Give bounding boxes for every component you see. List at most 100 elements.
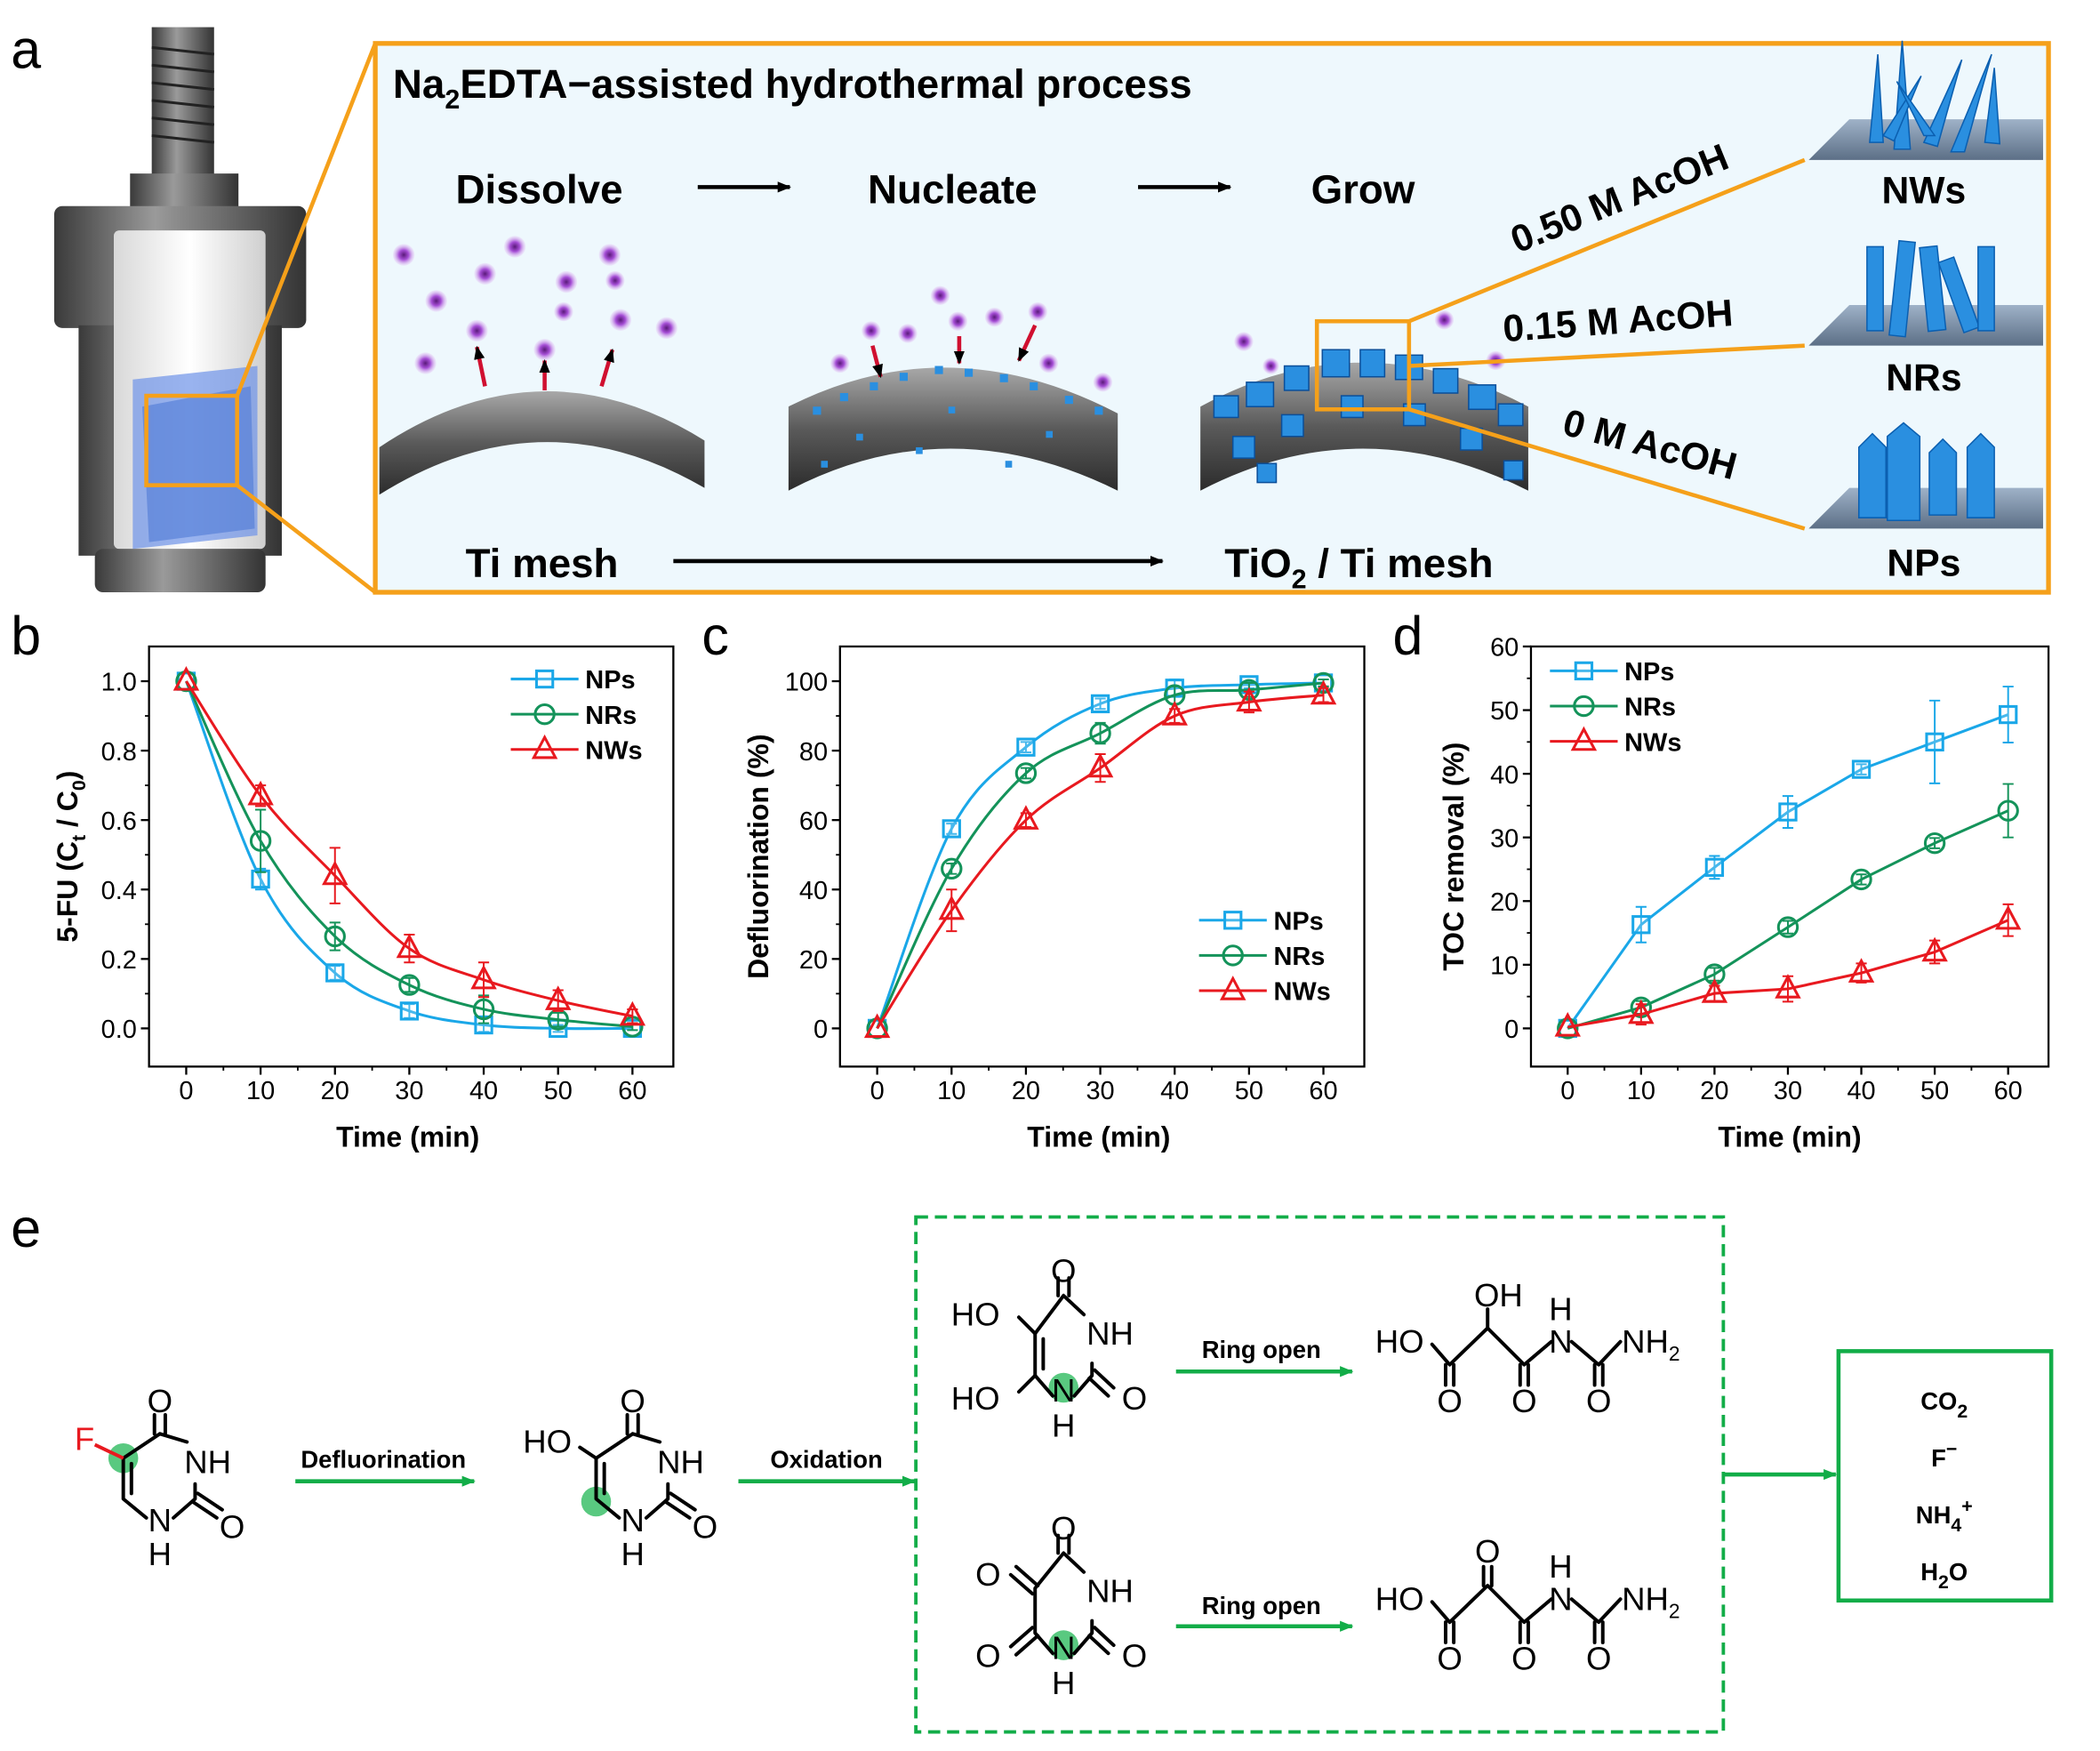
circle-marker bbox=[1014, 762, 1038, 784]
atom-label: H bbox=[1052, 1407, 1075, 1443]
tio2-ti-mesh-label: TiO2 / Ti mesh bbox=[1224, 541, 1493, 594]
atom-label: HO bbox=[951, 1296, 1000, 1332]
error-bar bbox=[552, 1011, 564, 1028]
triangle-marker bbox=[396, 933, 423, 959]
triangle-marker bbox=[1161, 701, 1188, 726]
atom-label: O bbox=[148, 1383, 172, 1419]
atom-label: O bbox=[220, 1509, 244, 1546]
y-axis-label: TOC removal (%) bbox=[1438, 743, 1470, 971]
panel-label-d: d bbox=[1393, 606, 1423, 666]
x-tick-label: 0 bbox=[1560, 1077, 1575, 1105]
atom-label: NH2 bbox=[1622, 1323, 1680, 1365]
series-nws bbox=[863, 679, 1337, 1039]
y-axis-label: 5-FU (Ct / C0) bbox=[52, 771, 90, 943]
chart-b: Time (min) 5-FU (Ct / C0) 0 10 20 30 40 50 60 0… bbox=[52, 645, 675, 1153]
x-tick-label: 40 bbox=[1847, 1077, 1875, 1105]
ti-mesh-nucleate-illustration bbox=[788, 285, 1118, 491]
error-bar bbox=[946, 862, 958, 875]
molecule-5-hydroxyuracil: O NH O N H HO bbox=[523, 1383, 717, 1572]
zoom-region-marker bbox=[144, 393, 239, 487]
atom-label-fluorine: F bbox=[75, 1421, 94, 1458]
x-tick-label: 60 bbox=[1994, 1077, 2023, 1105]
oxidation-label: Oxidation bbox=[770, 1445, 882, 1473]
product-fluoride: F− bbox=[1931, 1439, 1957, 1472]
atom-label: N bbox=[621, 1502, 644, 1538]
square-marker bbox=[1631, 915, 1651, 935]
legend-label: NPs bbox=[585, 666, 635, 695]
panel-label-a: a bbox=[11, 19, 41, 79]
legend-label: NWs bbox=[1273, 978, 1330, 1007]
error-bar bbox=[1782, 795, 1794, 829]
error-bar bbox=[2002, 783, 2014, 839]
autoclave-reactor-illustration bbox=[53, 27, 307, 593]
panel-e: e O NH O N H F Defluorination O bbox=[11, 1198, 2054, 1734]
defluorination-label: Defluorination bbox=[301, 1445, 466, 1473]
error-bar bbox=[1782, 920, 1794, 935]
circle-marker bbox=[1089, 722, 1111, 744]
square-marker bbox=[534, 669, 555, 689]
atom-label: NH bbox=[184, 1444, 231, 1481]
ring-open-label: Ring open bbox=[1202, 1336, 1321, 1363]
y-tick-label: 30 bbox=[1490, 824, 1519, 853]
atom-label: N bbox=[1549, 1580, 1572, 1617]
molecule-ring-opened-2: HO O O O O N H NH2 bbox=[1375, 1533, 1680, 1676]
triangle-marker bbox=[1219, 976, 1246, 1000]
triangle-marker bbox=[1775, 974, 1801, 999]
x-tick-label: 30 bbox=[1774, 1077, 1802, 1105]
legend-label: NWs bbox=[1624, 728, 1681, 757]
triangle-marker bbox=[172, 666, 200, 691]
x-tick-label: 20 bbox=[1012, 1077, 1040, 1105]
legend-label: NRs bbox=[1624, 694, 1676, 722]
y-tick-label: 0.4 bbox=[101, 877, 137, 905]
error-bar bbox=[404, 976, 415, 993]
error-bar bbox=[1929, 837, 1941, 849]
atom-label: H bbox=[1549, 1548, 1572, 1585]
molecule-alloxan: O NH O N H O O bbox=[975, 1510, 1147, 1701]
atom-label: O bbox=[1511, 1383, 1536, 1419]
atom-label: O bbox=[693, 1509, 717, 1546]
x-tick-label: 20 bbox=[1700, 1077, 1728, 1105]
circle-marker bbox=[941, 857, 963, 880]
error-bar bbox=[2002, 686, 2014, 744]
triangle-marker bbox=[470, 964, 497, 990]
triangle-marker bbox=[1086, 752, 1114, 778]
panel-label-c: c bbox=[701, 606, 728, 666]
triangle-marker bbox=[863, 1013, 891, 1039]
y-tick-label: 0.0 bbox=[101, 1016, 137, 1044]
atom-label: O bbox=[620, 1383, 645, 1419]
y-tick-label: 100 bbox=[785, 669, 828, 697]
square-marker bbox=[1925, 732, 1944, 751]
x-tick-label: 30 bbox=[395, 1077, 423, 1105]
product-label-nps: NPs bbox=[1887, 542, 1960, 585]
x-tick-label: 40 bbox=[1160, 1077, 1189, 1105]
series-line bbox=[185, 680, 633, 1028]
series-line bbox=[876, 681, 1324, 1029]
error-bar bbox=[1929, 699, 1941, 784]
nanoparticles-illustration bbox=[1808, 422, 2043, 529]
legend-label: NWs bbox=[585, 736, 642, 765]
y-tick-label: 0 bbox=[814, 1016, 828, 1044]
chart-c: Time (min) Defluorination (%) 0 10 20 30 40 5… bbox=[742, 645, 1366, 1153]
process-box bbox=[373, 41, 2051, 595]
x-tick-label: 20 bbox=[321, 1077, 349, 1105]
zoom-line bbox=[235, 43, 378, 397]
triangle-marker bbox=[322, 860, 349, 886]
x-tick-label: 30 bbox=[1086, 1077, 1114, 1105]
atom-label: O bbox=[1586, 1383, 1611, 1419]
circle-marker bbox=[1923, 831, 1946, 855]
x-axis-label: Time (min) bbox=[1718, 1120, 1861, 1153]
triangle-marker bbox=[1628, 999, 1655, 1024]
error-bar bbox=[1635, 905, 1647, 944]
y-tick-label: 0 bbox=[1504, 1016, 1519, 1044]
nanorods-illustration bbox=[1808, 239, 2043, 346]
y-tick-label: 80 bbox=[799, 738, 828, 767]
atom-label: O bbox=[1511, 1640, 1536, 1676]
circle-marker bbox=[472, 998, 495, 1021]
x-tick-label: 60 bbox=[618, 1077, 646, 1105]
ti-mesh-dissolve-illustration bbox=[379, 236, 705, 495]
legend: NPs NRs NWs bbox=[1198, 907, 1331, 1007]
condition-lines bbox=[1407, 157, 1806, 531]
triangle-marker bbox=[1701, 978, 1728, 1003]
series-nws bbox=[172, 666, 646, 1026]
step-grow: Grow bbox=[1311, 167, 1415, 213]
